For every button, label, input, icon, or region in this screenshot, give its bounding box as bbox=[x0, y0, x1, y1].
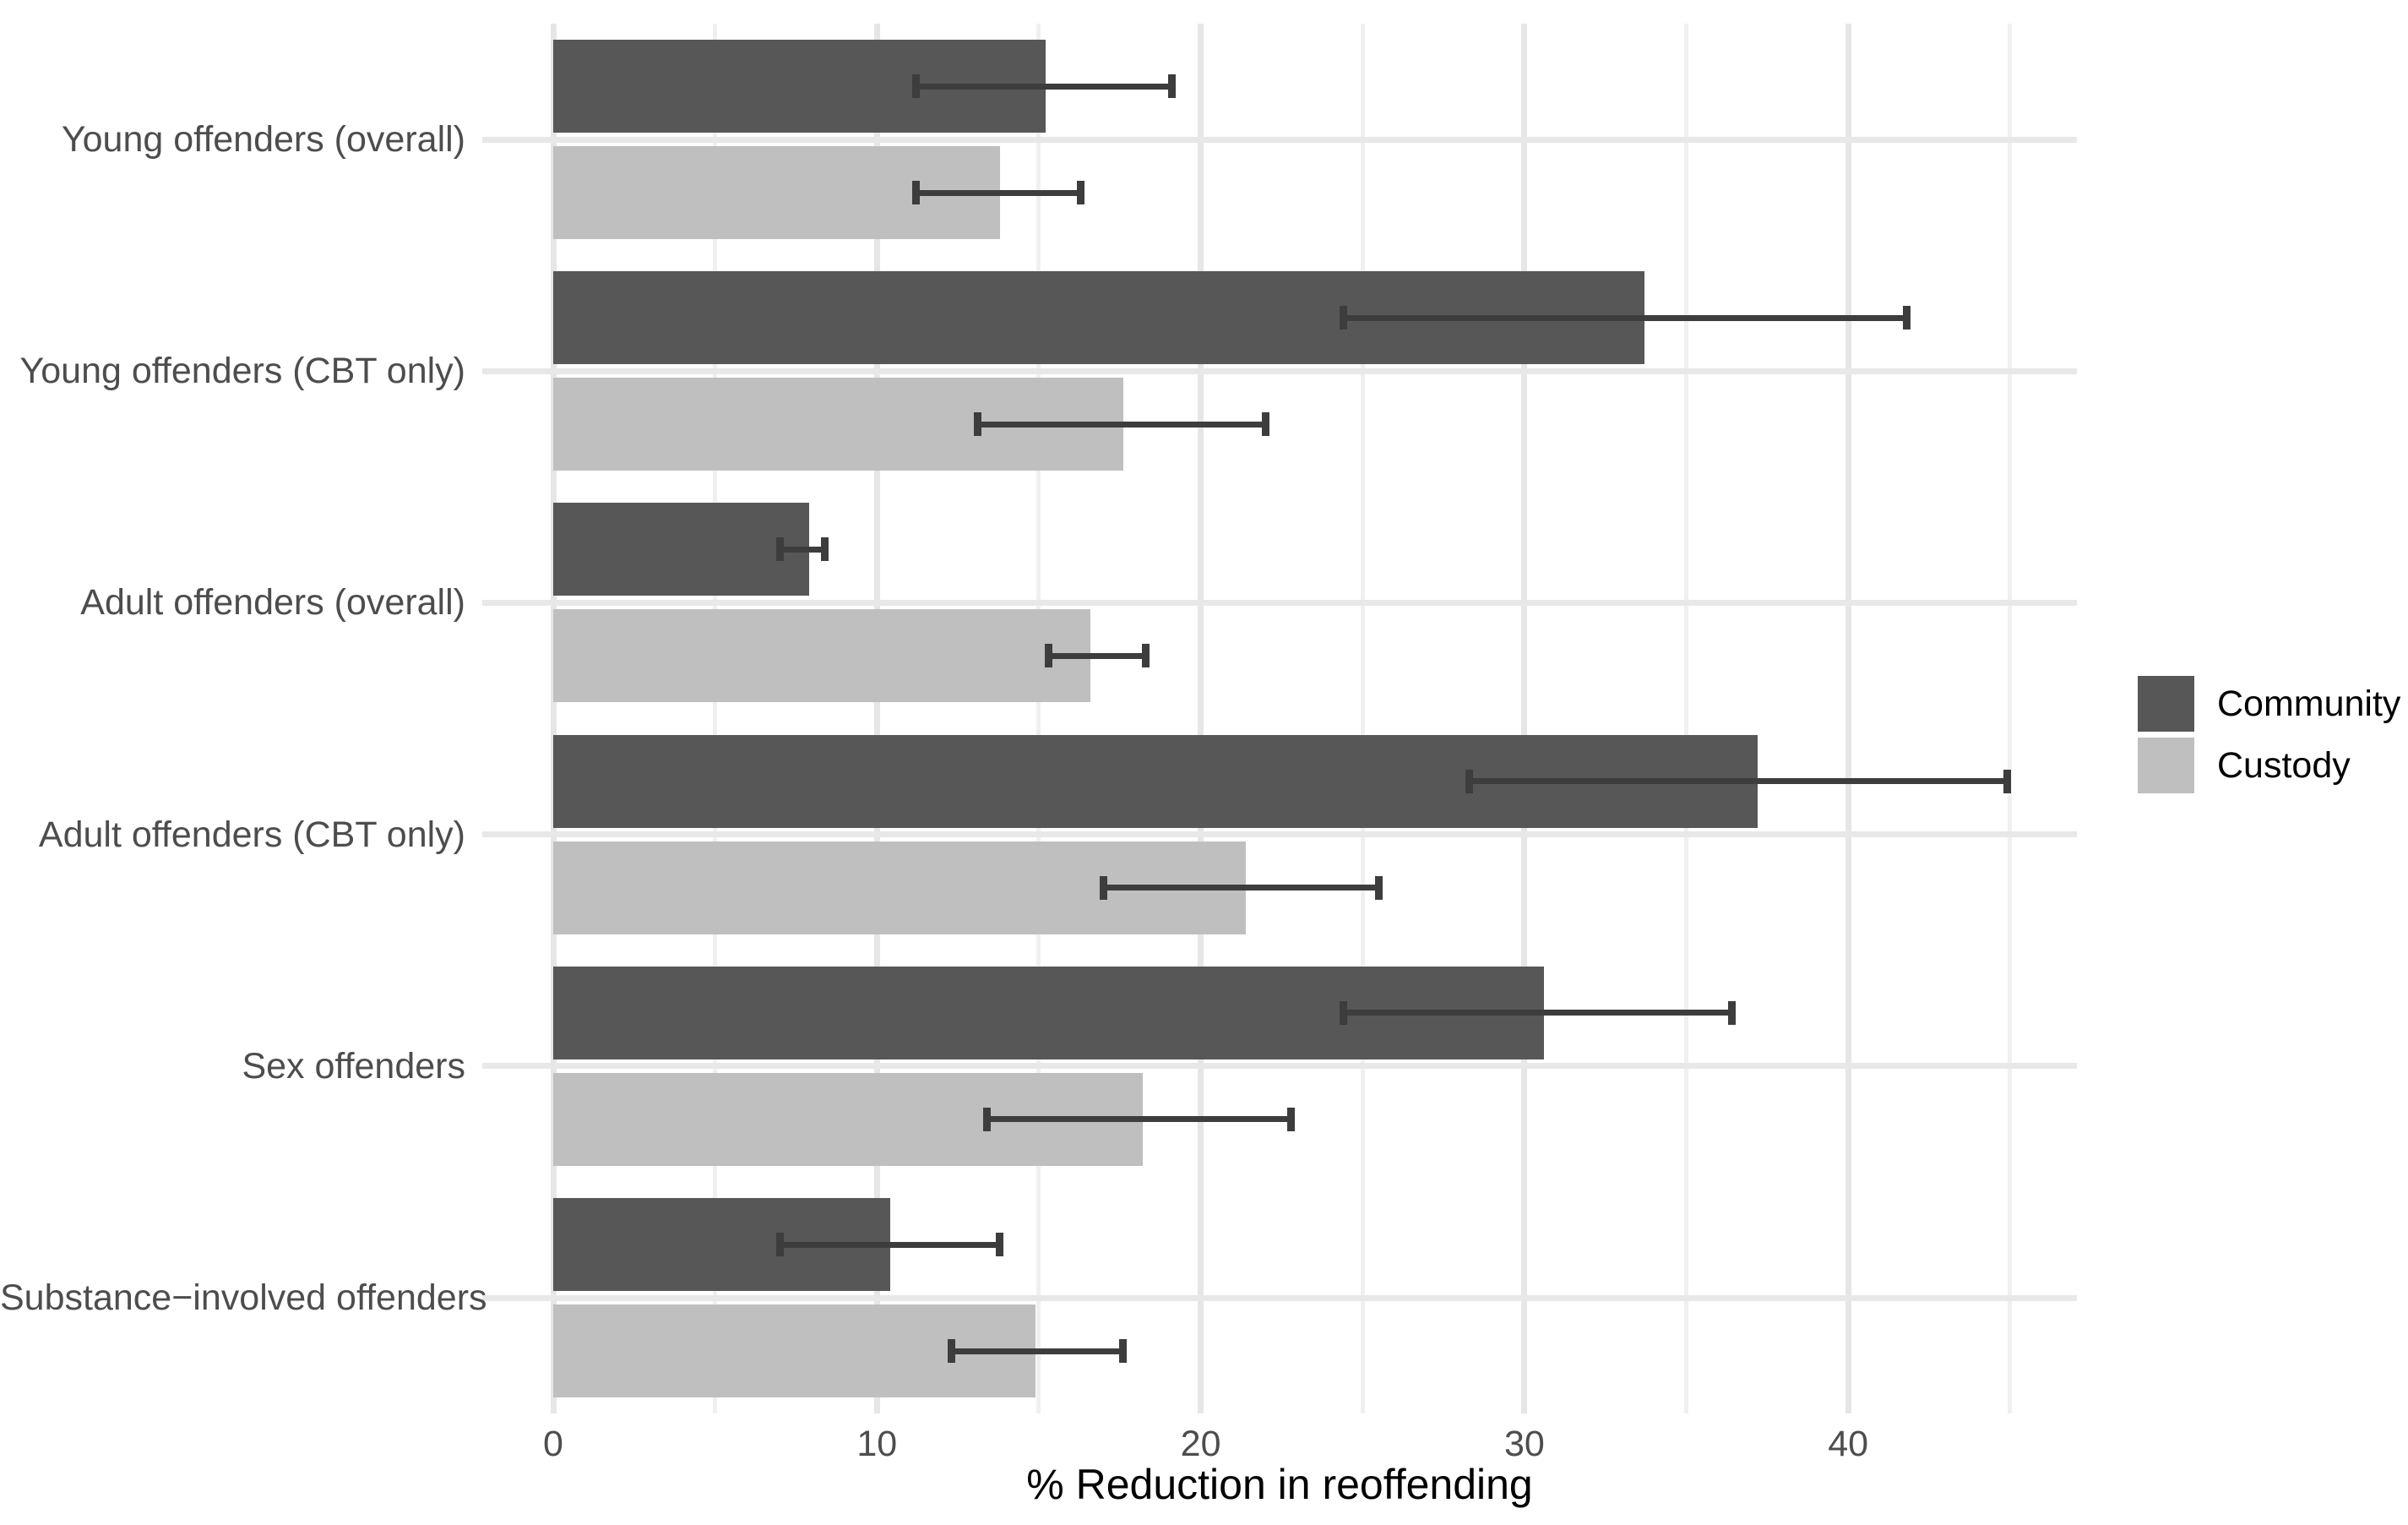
x-major-gridline bbox=[873, 24, 880, 1413]
x-major-gridline bbox=[1198, 24, 1204, 1413]
x-tick-label: 40 bbox=[1828, 1424, 1869, 1464]
x-minor-gridline bbox=[713, 24, 718, 1413]
error-bar-cap bbox=[1100, 875, 1108, 900]
error-bar-cap bbox=[983, 1107, 992, 1131]
category-gridline bbox=[482, 1294, 2077, 1301]
error-bar-line bbox=[1343, 1010, 1732, 1016]
error-bar-line bbox=[1048, 652, 1146, 659]
category-label: Sex offenders bbox=[242, 1045, 465, 1087]
x-minor-gridline bbox=[2008, 24, 2013, 1413]
x-axis-title: % Reduction in reoffending bbox=[1026, 1461, 1533, 1508]
x-minor-gridline bbox=[1360, 24, 1365, 1413]
category-gridline bbox=[482, 599, 2077, 606]
error-bar-line bbox=[951, 1348, 1123, 1354]
error-bar-cap bbox=[1339, 306, 1347, 330]
error-bar-line bbox=[780, 1241, 1000, 1248]
error-bar-cap bbox=[973, 412, 981, 437]
category-gridline bbox=[482, 136, 2077, 143]
category-label: Substance−involved offenders bbox=[0, 1277, 487, 1318]
legend-key-community bbox=[2138, 676, 2194, 732]
error-bar-cap bbox=[911, 74, 920, 98]
legend-key-custody bbox=[2138, 738, 2194, 793]
error-bar-cap bbox=[1287, 1107, 1296, 1131]
x-tick-label: 0 bbox=[543, 1424, 563, 1464]
error-bar-line bbox=[1469, 778, 2007, 785]
error-bar-cap bbox=[1261, 412, 1269, 437]
error-bar-cap bbox=[1374, 875, 1383, 900]
category-gridline bbox=[482, 831, 2077, 838]
error-bar-cap bbox=[821, 537, 829, 562]
x-major-gridline bbox=[550, 24, 557, 1413]
bar-custody bbox=[553, 609, 1091, 703]
error-bar-line bbox=[780, 546, 825, 553]
category-gridline bbox=[482, 368, 2077, 374]
category-label: Adult offenders (CBT only) bbox=[38, 814, 465, 855]
legend-label-custody: Custody bbox=[2217, 745, 2351, 786]
error-bar-line bbox=[977, 421, 1266, 428]
error-bar-line bbox=[916, 189, 1081, 196]
category-label: Young offenders (CBT only) bbox=[19, 351, 466, 392]
x-minor-gridline bbox=[1684, 24, 1689, 1413]
error-bar-cap bbox=[1141, 644, 1150, 668]
x-major-gridline bbox=[1521, 24, 1528, 1413]
x-minor-gridline bbox=[1036, 24, 1041, 1413]
error-bar-line bbox=[1103, 885, 1379, 891]
error-bar-cap bbox=[1902, 306, 1911, 330]
error-bar-cap bbox=[2003, 769, 2011, 793]
error-bar-cap bbox=[1077, 181, 1085, 204]
category-label: Adult offenders (overall) bbox=[80, 582, 465, 624]
error-bar-cap bbox=[775, 537, 784, 562]
error-bar-cap bbox=[911, 181, 920, 204]
error-bar-cap bbox=[775, 1233, 784, 1256]
x-tick-label: 10 bbox=[856, 1424, 898, 1464]
legend-label-community: Community bbox=[2217, 684, 2401, 724]
error-bar-cap bbox=[996, 1233, 1004, 1256]
error-bar-cap bbox=[1119, 1339, 1128, 1363]
error-bar-cap bbox=[1339, 1000, 1347, 1025]
bar-community bbox=[553, 503, 809, 596]
error-bar-cap bbox=[947, 1339, 955, 1363]
x-tick-label: 20 bbox=[1180, 1424, 1221, 1464]
error-bar-cap bbox=[1465, 769, 1474, 793]
category-gridline bbox=[482, 1063, 2077, 1070]
error-bar-line bbox=[987, 1116, 1291, 1123]
error-bar-cap bbox=[1167, 74, 1176, 98]
error-bar-cap bbox=[1727, 1000, 1736, 1025]
error-bar-line bbox=[916, 83, 1172, 90]
category-label: Young offenders (overall) bbox=[61, 119, 465, 160]
x-tick-label: 30 bbox=[1503, 1424, 1545, 1464]
x-major-gridline bbox=[1845, 24, 1851, 1413]
error-bar-cap bbox=[1044, 644, 1052, 668]
error-bar-line bbox=[1343, 314, 1907, 321]
